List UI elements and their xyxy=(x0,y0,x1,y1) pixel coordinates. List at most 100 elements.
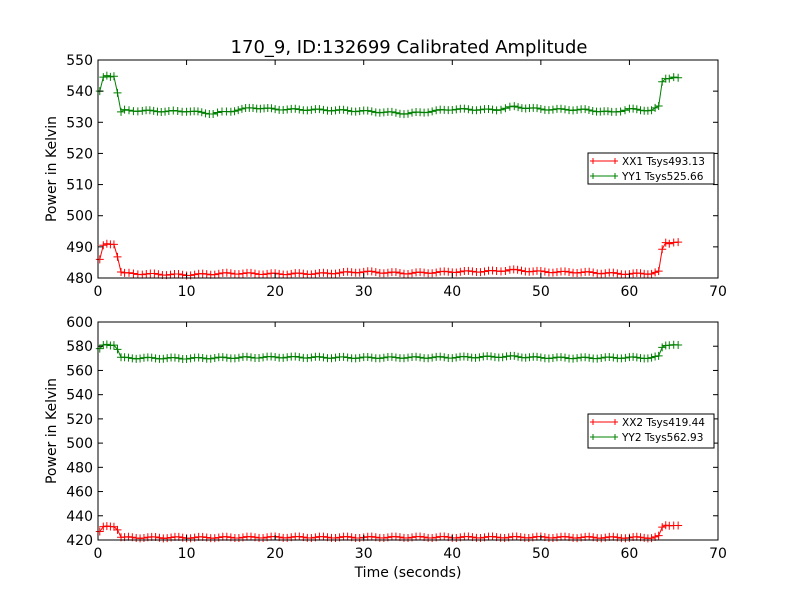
data-point xyxy=(375,354,384,363)
data-point xyxy=(319,532,328,541)
data-point xyxy=(234,534,243,543)
data-point xyxy=(213,108,222,117)
data-point xyxy=(588,107,597,116)
data-point xyxy=(125,268,133,277)
x-tick-label: 30 xyxy=(355,284,373,300)
data-point xyxy=(476,105,485,114)
data-point xyxy=(432,268,441,277)
data-point xyxy=(295,269,304,278)
data-point xyxy=(174,354,183,363)
data-point xyxy=(391,268,400,277)
data-point xyxy=(617,354,626,363)
data-point xyxy=(102,239,111,248)
data-point xyxy=(609,268,618,277)
data-point xyxy=(307,353,316,362)
data-point xyxy=(404,109,412,118)
data-point xyxy=(307,270,316,279)
data-point xyxy=(242,352,251,361)
y-tick-label: 600 xyxy=(66,315,93,331)
data-point xyxy=(464,105,473,114)
data-point xyxy=(170,353,179,362)
data-point xyxy=(267,104,276,113)
data-point xyxy=(573,269,582,278)
y-tick-label: 460 xyxy=(66,485,93,501)
data-point xyxy=(283,105,292,114)
data-point xyxy=(109,240,118,249)
data-point xyxy=(613,269,622,278)
data-point xyxy=(109,341,118,350)
data-point xyxy=(636,269,645,278)
data-point xyxy=(432,106,441,115)
series-1 xyxy=(95,238,683,280)
data-point xyxy=(577,268,586,277)
data-point xyxy=(556,353,565,362)
data-point xyxy=(609,532,618,541)
data-point xyxy=(95,255,104,264)
data-point xyxy=(246,532,255,541)
data-point xyxy=(654,267,663,276)
y-tick-label: 440 xyxy=(66,509,93,525)
legend-label: XX2 Tsys419.44 xyxy=(622,417,705,429)
data-point xyxy=(468,267,477,276)
data-point xyxy=(201,109,210,118)
data-point xyxy=(363,106,372,115)
data-point xyxy=(154,270,163,279)
data-point xyxy=(665,74,674,83)
data-point xyxy=(230,354,239,363)
data-point xyxy=(259,353,268,362)
data-point xyxy=(621,534,630,543)
y-axis-label: Power in Kelvin xyxy=(44,116,60,222)
y-tick-label: 500 xyxy=(66,209,93,225)
data-point xyxy=(303,354,312,363)
data-point xyxy=(339,352,348,361)
data-point xyxy=(548,105,557,114)
data-point xyxy=(404,533,412,542)
y-tick-label: 550 xyxy=(66,53,93,69)
series-2 xyxy=(95,71,683,119)
data-point xyxy=(632,353,641,362)
data-point xyxy=(651,103,660,112)
data-point xyxy=(621,353,630,362)
data-point xyxy=(194,353,203,362)
data-point xyxy=(113,345,122,354)
data-point xyxy=(99,241,108,250)
data-point xyxy=(355,268,364,277)
legend-marker xyxy=(612,434,618,440)
data-point xyxy=(120,105,129,114)
data-point xyxy=(246,268,255,277)
legend-entry: YY2 Tsys562.93 xyxy=(590,432,703,444)
data-point xyxy=(259,270,268,279)
data-point xyxy=(476,533,485,542)
data-point xyxy=(569,354,578,363)
data-point xyxy=(275,269,284,278)
data-point xyxy=(475,353,484,362)
data-point xyxy=(255,354,264,363)
data-point xyxy=(222,268,231,277)
data-point xyxy=(186,534,195,543)
data-point xyxy=(193,107,202,116)
data-point xyxy=(561,267,570,276)
legend-box xyxy=(587,413,715,449)
data-point xyxy=(283,353,292,362)
data-point xyxy=(161,107,170,116)
data-point xyxy=(198,269,207,278)
data-point xyxy=(138,270,147,279)
data-point xyxy=(355,353,364,362)
data-point xyxy=(379,534,388,543)
data-point xyxy=(186,354,195,363)
data-point xyxy=(379,108,388,117)
data-point xyxy=(197,108,206,117)
data-point xyxy=(603,107,612,116)
data-point xyxy=(387,352,396,361)
data-point xyxy=(404,353,412,362)
y-tick-label: 510 xyxy=(66,178,93,194)
data-point xyxy=(210,534,219,543)
data-point xyxy=(307,533,316,542)
data-point xyxy=(311,269,320,278)
data-point xyxy=(513,265,522,274)
data-point xyxy=(651,268,660,277)
data-point xyxy=(125,106,133,115)
data-point xyxy=(145,106,154,115)
